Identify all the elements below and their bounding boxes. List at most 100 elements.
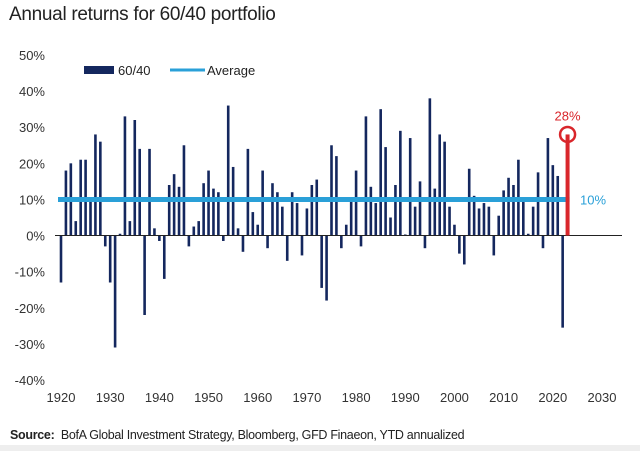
bar-1954 — [226, 105, 230, 236]
bar-1943 — [172, 174, 176, 236]
bar-1970 — [305, 208, 309, 236]
bar-1966 — [285, 235, 289, 261]
bottom-band — [0, 445, 640, 451]
bar-1930 — [108, 235, 112, 283]
bar-1935 — [133, 120, 137, 236]
bar-1959 — [251, 212, 255, 236]
x-tick-label: 1940 — [145, 390, 174, 405]
bar-1984 — [374, 203, 378, 236]
source-text: BofA Global Investment Strategy, Bloombe… — [60, 428, 465, 442]
bar-1965 — [281, 206, 284, 236]
bar-2022 — [561, 235, 564, 328]
bar-2015 — [526, 233, 530, 236]
bar-1952 — [217, 192, 220, 236]
bar-2019 — [546, 138, 550, 236]
bar-1972 — [315, 179, 319, 236]
highlight-circle — [558, 125, 577, 144]
bar-1964 — [276, 192, 279, 236]
source-note: Source: BofA Global Investment Strategy,… — [10, 428, 465, 442]
bar-1986 — [384, 147, 387, 236]
bar-1934 — [128, 221, 132, 236]
bar-2006 — [482, 203, 486, 236]
bar-1997 — [438, 134, 441, 236]
bar-1982 — [364, 116, 368, 236]
bar-2023-highlight — [565, 134, 570, 236]
y-tick-label: 50% — [19, 48, 45, 63]
bar-1991 — [408, 138, 412, 236]
bar-1944 — [177, 186, 181, 236]
bar-1923 — [74, 221, 78, 236]
source-label: Source: — [10, 428, 55, 442]
legend-label-line: Average — [207, 63, 255, 78]
bar-1993 — [418, 181, 422, 236]
bar-1937 — [143, 235, 146, 315]
bar-1960 — [256, 224, 260, 236]
y-tick-label: 10% — [19, 192, 45, 207]
x-tick-label: 2010 — [489, 390, 518, 405]
bar-1949 — [202, 183, 205, 236]
bar-2018 — [541, 235, 545, 249]
bar-2017 — [536, 172, 540, 236]
bar-1951 — [212, 188, 215, 236]
x-tick-label: 2020 — [538, 390, 567, 405]
y-tick-label: 20% — [19, 156, 45, 171]
bar-1981 — [359, 235, 363, 247]
y-tick-label: 30% — [19, 120, 45, 135]
bar-2002 — [462, 235, 466, 265]
bar-1950 — [207, 170, 210, 236]
bar-1928 — [99, 141, 102, 236]
bar-1976 — [335, 156, 338, 236]
average-label: 10% — [580, 192, 606, 207]
x-tick-label: 1930 — [96, 390, 125, 405]
bar-1973 — [320, 235, 323, 288]
x-tick-label: 2030 — [588, 390, 617, 405]
x-tick-label: 1980 — [342, 390, 371, 405]
y-tick-label: 40% — [19, 84, 45, 99]
bar-2009 — [497, 215, 501, 236]
bar-1942 — [167, 185, 171, 236]
bar-1926 — [89, 199, 92, 236]
bar-1985 — [379, 109, 382, 236]
bar-1936 — [138, 148, 141, 236]
bar-1933 — [123, 116, 127, 236]
bar-1990 — [403, 234, 407, 236]
x-tick-label: 1990 — [391, 390, 420, 405]
bar-1996 — [433, 188, 437, 236]
bar-1953 — [222, 235, 225, 241]
bar-1956 — [236, 228, 240, 236]
bar-2016 — [531, 206, 535, 236]
bar-1963 — [271, 183, 274, 236]
bar-1969 — [300, 235, 304, 256]
legend-label-bars: 60/40 — [118, 63, 151, 78]
bar-1946 — [187, 235, 191, 247]
bar-2012 — [512, 185, 515, 236]
bar-1975 — [330, 145, 333, 236]
bar-1961 — [261, 170, 264, 236]
x-tick-label: 1970 — [292, 390, 321, 405]
bar-1938 — [148, 148, 151, 236]
bar-1971 — [310, 185, 314, 236]
bar-1999 — [448, 206, 451, 236]
bar-1921 — [64, 170, 68, 236]
bar-1932 — [118, 233, 122, 236]
bar-1920 — [59, 235, 63, 283]
bar-2005 — [477, 208, 481, 236]
y-tick-label: -20% — [15, 301, 46, 316]
bar-1977 — [340, 235, 343, 249]
bar-1979 — [349, 199, 353, 236]
bar-1994 — [423, 235, 427, 249]
y-tick-label: -30% — [15, 337, 46, 352]
bar-1962 — [266, 235, 269, 249]
bar-2007 — [487, 206, 491, 236]
chart-title: Annual returns for 60/40 portfolio — [9, 4, 276, 25]
bar-1927 — [94, 134, 97, 236]
bar-1968 — [295, 203, 299, 236]
bar-2010 — [502, 190, 505, 236]
bar-2021 — [556, 175, 560, 236]
bar-1980 — [354, 170, 358, 236]
x-tick-label: 1920 — [47, 390, 76, 405]
bar-1989 — [399, 130, 402, 236]
bar-1974 — [325, 235, 328, 301]
y-tick-label: 0% — [26, 229, 45, 244]
